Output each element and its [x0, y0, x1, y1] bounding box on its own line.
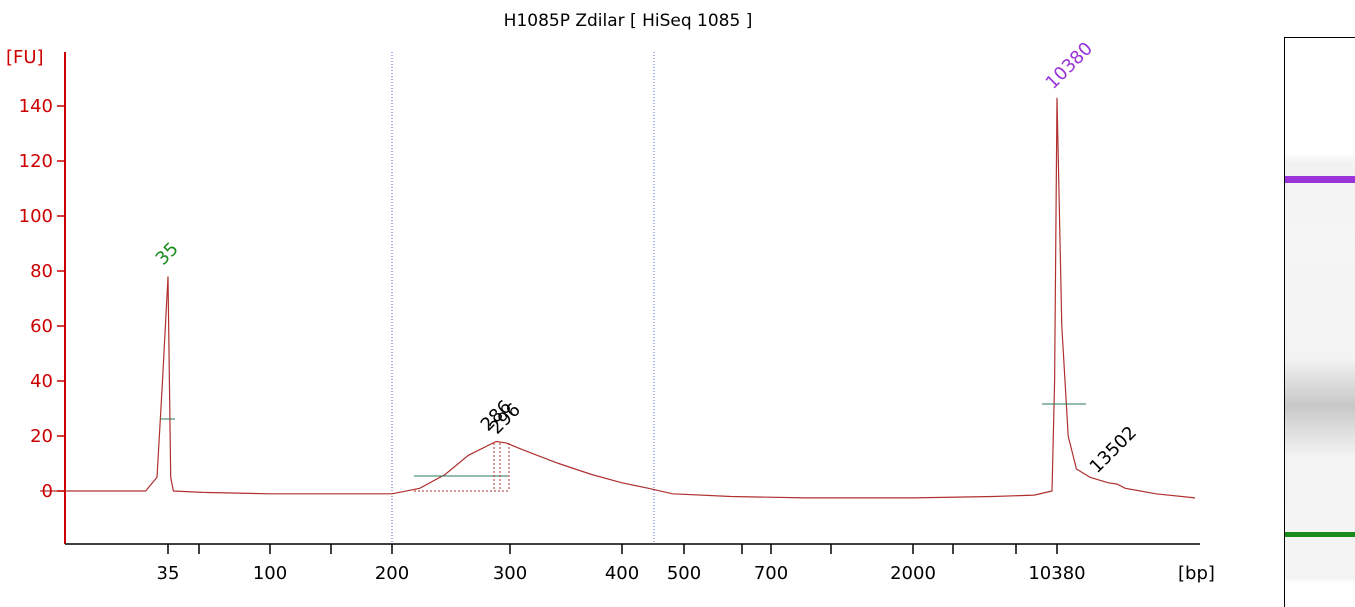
x-axis-label: [bp]: [1178, 563, 1215, 584]
gel-image-lane: [1284, 37, 1355, 607]
axes: [64, 52, 1200, 545]
x-tick-label: 100: [253, 563, 287, 584]
y-tick-label: 0: [42, 481, 53, 502]
peak-label: 35: [152, 238, 183, 269]
y-ticks: 0 20 40 60 80 100 120 140: [19, 96, 65, 502]
y-tick-label: 40: [30, 371, 53, 392]
y-tick-label: 140: [19, 96, 53, 117]
electropherogram-trace: [40, 97, 1196, 499]
y-tick-label: 120: [19, 151, 53, 172]
y-axis-label: [FU]: [6, 47, 44, 68]
x-tick-label: 35: [157, 563, 180, 584]
trace-layer: [40, 97, 1196, 499]
x-tick-label: 500: [667, 563, 701, 584]
y-tick-label: 80: [30, 261, 53, 282]
x-tick-label: 2000: [890, 563, 936, 584]
chart-title: H1085P Zdilar [ HiSeq 1085 ]: [504, 11, 753, 31]
region-lines: [391, 52, 655, 544]
x-tick-label: 300: [493, 563, 527, 584]
peak-label: 13502: [1086, 422, 1141, 477]
x-ticks: 35 100 200 300 400 500 700 2000 10380: [157, 544, 1086, 584]
gel-band-upper-marker: [1285, 176, 1355, 183]
electropherogram-chart: H1085P Zdilar [ HiSeq 1085 ] [FU] [bp] 3…: [6, 11, 1215, 584]
x-tick-label: 400: [605, 563, 639, 584]
x-tick-label: 10380: [1028, 563, 1085, 584]
x-tick-label: 700: [754, 563, 788, 584]
y-tick-label: 20: [30, 426, 53, 447]
gel-band-lower-marker: [1285, 532, 1355, 537]
x-tick-label: 200: [375, 563, 409, 584]
peak-label: 10380: [1042, 38, 1097, 93]
y-tick-label: 100: [19, 206, 53, 227]
y-tick-label: 60: [30, 316, 53, 337]
